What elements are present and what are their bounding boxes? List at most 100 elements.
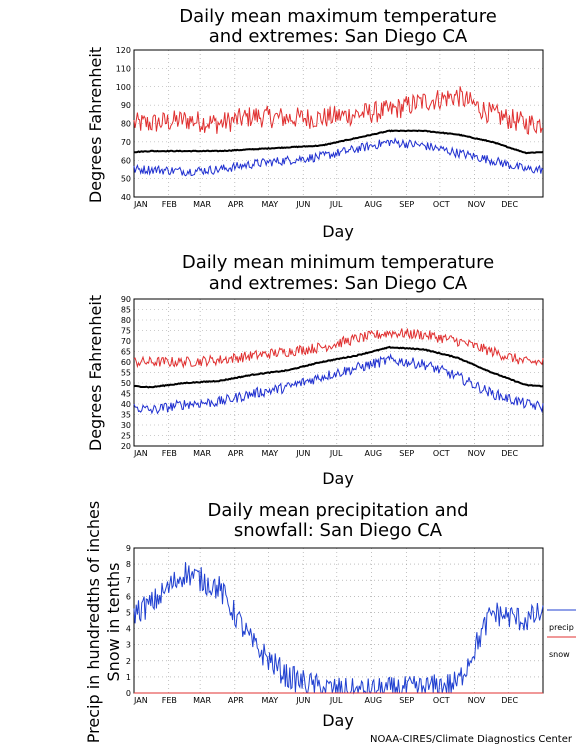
y-tick-label: 70: [121, 337, 131, 346]
chart3-ylabel-line2: Snow in tenths: [104, 563, 123, 682]
x-tick-label: MAY: [261, 449, 278, 458]
series-line-max: [133, 328, 544, 369]
x-tick-label: SEP: [399, 449, 414, 458]
chart1-title-line2: and extremes: San Diego CA: [209, 26, 468, 47]
y-tick-label: 5: [126, 608, 131, 617]
chart3-plot-area: 0 1 2 3 4 5 6 7 8 9 JAN FEB MAR APR MAY JUN JUL AUG SEP OCT…: [126, 544, 544, 705]
x-tick-label: MAR: [193, 449, 211, 458]
series-line-precip: [133, 562, 544, 695]
y-tick-label: 50: [121, 379, 131, 388]
y-tick-label: 0: [126, 689, 131, 698]
x-tick-label: MAR: [193, 696, 211, 705]
x-tick-label: FEB: [162, 696, 177, 705]
x-tick-label: NOV: [468, 696, 486, 705]
y-tick-label: 7: [126, 576, 131, 585]
series-line-max: [133, 86, 544, 135]
chart3-ylabel-line1: Precip in hundredths of inches: [84, 501, 103, 743]
x-tick-label: NOV: [468, 200, 486, 209]
y-tick-label: 4: [126, 625, 131, 634]
x-tick-label: OCT: [433, 200, 450, 209]
series-line-min: [133, 352, 544, 415]
y-tick-label: 30: [121, 421, 131, 430]
y-tick-label: 60: [121, 358, 131, 367]
x-tick-label: JUL: [329, 449, 343, 458]
y-tick-label: 85: [121, 306, 131, 315]
y-tick-label: 55: [121, 369, 131, 378]
y-tick-label: 75: [121, 327, 131, 336]
x-tick-label: MAR: [193, 200, 211, 209]
x-tick-label: AUG: [365, 696, 383, 705]
x-tick-label: JAN: [133, 696, 148, 705]
x-tick-label: DEC: [501, 449, 518, 458]
y-tick-label: 2: [126, 657, 131, 666]
series-line-min: [133, 137, 544, 177]
chart3-title-line1: Daily mean precipitation and: [207, 500, 468, 521]
x-tick-label: JUN: [295, 200, 310, 209]
x-tick-label: DEC: [501, 696, 518, 705]
legend-precip-label: precip: [549, 623, 574, 632]
chart3-title-line2: snowfall: San Diego CA: [234, 520, 443, 541]
y-tick-label: 90: [121, 101, 131, 110]
plot-frame: [133, 298, 544, 447]
chart1-ylabel: Degrees Fahrenheit: [86, 47, 105, 203]
x-tick-label: DEC: [501, 200, 518, 209]
precip-chart: Daily mean precipitation and snowfall: S…: [84, 500, 576, 743]
chart2-xlabel: Day: [322, 469, 354, 488]
y-tick-label: 9: [126, 544, 131, 553]
x-tick-label: OCT: [433, 696, 450, 705]
chart2-title-line2: and extremes: San Diego CA: [209, 273, 468, 294]
y-tick-label: 6: [126, 592, 131, 601]
y-tick-label: 60: [121, 156, 131, 165]
y-tick-label: 90: [121, 295, 131, 304]
y-tick-label: 120: [116, 46, 131, 55]
x-tick-label: JUL: [329, 696, 343, 705]
chart2-title-line1: Daily mean minimum temperature: [182, 252, 494, 273]
x-tick-label: APR: [228, 696, 244, 705]
y-tick-label: 40: [121, 193, 131, 202]
y-tick-label: 45: [121, 390, 131, 399]
x-tick-label: JUL: [329, 200, 343, 209]
min-temp-chart: Daily mean minimum temperature and extre…: [86, 252, 544, 488]
y-tick-label: 20: [121, 442, 131, 451]
series-line-mean: [133, 345, 544, 389]
y-tick-label: 110: [116, 64, 131, 73]
chart3-xlabel: Day: [322, 711, 354, 730]
legend-snow-label: snow: [549, 650, 570, 659]
x-tick-label: APR: [228, 449, 244, 458]
x-tick-label: FEB: [162, 449, 177, 458]
chart1-title-line1: Daily mean maximum temperature: [179, 6, 497, 27]
y-tick-label: 35: [121, 411, 131, 420]
x-tick-label: APR: [228, 200, 244, 209]
x-tick-label: SEP: [399, 200, 414, 209]
series-line-mean: [133, 129, 544, 155]
y-tick-label: 40: [121, 400, 131, 409]
y-tick-label: 3: [126, 641, 131, 650]
y-tick-label: 8: [126, 560, 131, 569]
y-tick-label: 65: [121, 348, 131, 357]
x-tick-label: JUN: [295, 449, 310, 458]
chart1-plot-area: 40 50 60 70 80 90 100 110 120 JAN FEB MAR APR MAY JUN J…: [116, 46, 544, 209]
x-tick-label: NOV: [468, 449, 486, 458]
x-tick-label: FEB: [162, 200, 177, 209]
chart1-xlabel: Day: [322, 222, 354, 241]
y-tick-label: 70: [121, 138, 131, 147]
y-tick-label: 100: [116, 83, 131, 92]
x-tick-label: MAY: [261, 200, 278, 209]
y-tick-label: 80: [121, 120, 131, 129]
x-tick-label: JAN: [133, 200, 148, 209]
credit-text: NOAA-CIRES/Climate Diagnostics Center: [370, 734, 573, 745]
x-tick-label: MAY: [261, 696, 278, 705]
y-tick-label: 50: [121, 175, 131, 184]
x-tick-label: JUN: [295, 696, 310, 705]
x-tick-label: AUG: [365, 449, 383, 458]
x-tick-label: OCT: [433, 449, 450, 458]
x-tick-label: AUG: [365, 200, 383, 209]
chart2-ylabel: Degrees Fahrenheit: [86, 295, 105, 451]
max-temp-chart: Daily mean maximum temperature and extre…: [86, 6, 544, 241]
y-tick-label: 25: [121, 432, 131, 441]
y-tick-label: 80: [121, 316, 131, 325]
y-tick-label: 1: [126, 673, 131, 682]
x-tick-label: JAN: [133, 449, 148, 458]
